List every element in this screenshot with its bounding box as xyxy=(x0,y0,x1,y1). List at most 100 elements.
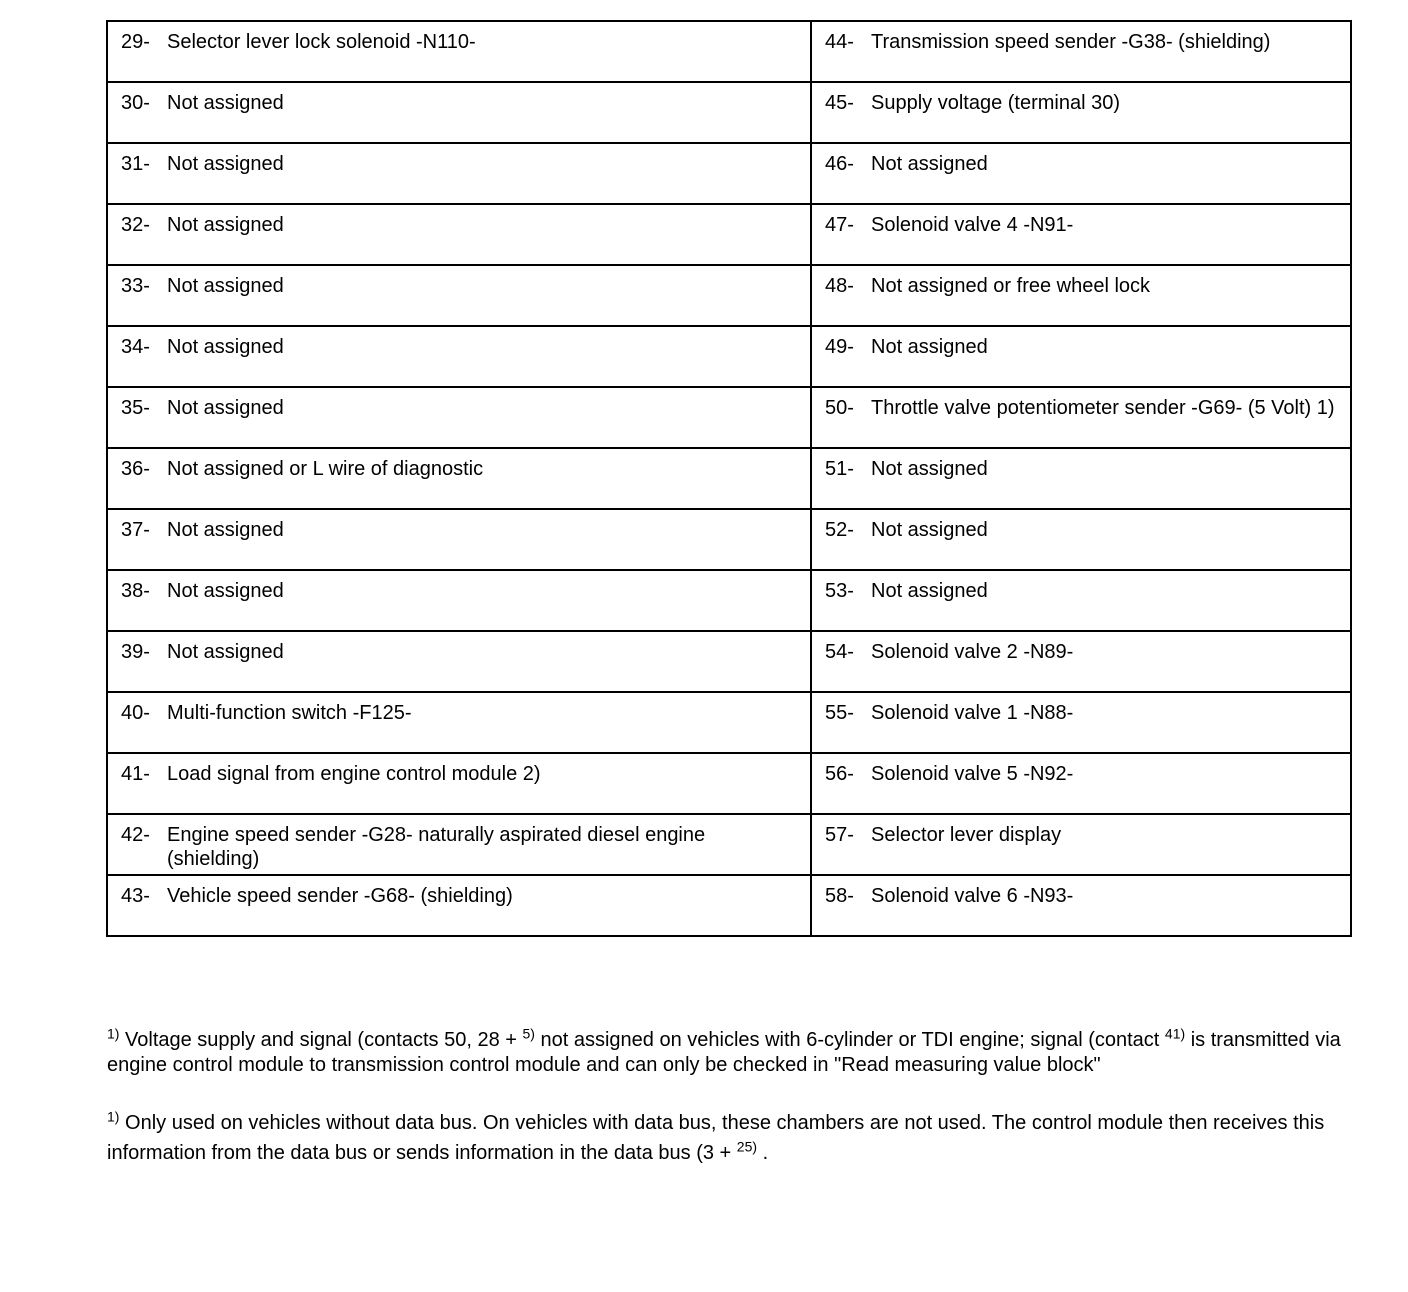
pin-number: 56- xyxy=(825,763,854,785)
pin-description: Not assigned xyxy=(871,458,988,480)
pin-entry: 55- Solenoid valve 1 -N88- xyxy=(825,701,1342,725)
footnote-text: . xyxy=(757,1142,769,1164)
pin-number: 45- xyxy=(825,92,854,114)
pin-entry: 53- Not assigned xyxy=(825,579,1342,603)
pin-number: 51- xyxy=(825,458,854,480)
footnote-mark: 1) xyxy=(107,1025,120,1042)
footnotes: 1) Voltage supply and signal (contacts 5… xyxy=(107,1025,1357,1198)
pin-description: Not assigned xyxy=(167,275,284,297)
pin-entry: 32- Not assigned xyxy=(121,213,802,237)
pin-number: 50- xyxy=(825,397,854,419)
footnote-1: 1) Voltage supply and signal (contacts 5… xyxy=(107,1025,1357,1078)
pin-cell: 30- Not assigned xyxy=(106,81,812,144)
footnote-text: Voltage supply and signal (contacts 50, … xyxy=(119,1029,523,1051)
footnote-mark: 1) xyxy=(107,1108,120,1125)
pin-description: Solenoid valve 4 -N91- xyxy=(871,214,1074,236)
pin-cell: 38- Not assigned xyxy=(106,569,812,632)
pin-number: 55- xyxy=(825,702,854,724)
pin-entry: 46- Not assigned xyxy=(825,152,1342,176)
pin-number: 42- xyxy=(121,824,150,846)
pin-entry: 58- Solenoid valve 6 -N93- xyxy=(825,884,1342,908)
pin-number: 57- xyxy=(825,824,854,846)
pin-description: Engine speed sender -G28- naturally aspi… xyxy=(167,824,706,870)
pin-description: Supply voltage (terminal 30) xyxy=(871,92,1121,114)
table-row: 35- Not assigned 50- Throttle valve potenti… xyxy=(106,386,1352,449)
pin-entry: 42- Engine speed sender -G28- naturally a… xyxy=(121,823,802,871)
pin-number: 29- xyxy=(121,31,150,53)
pin-cell: 34- Not assigned xyxy=(106,325,812,388)
pin-cell: 33- Not assigned xyxy=(106,264,812,327)
pin-cell: 56- Solenoid valve 5 -N92- xyxy=(810,752,1352,815)
pin-description: Not assigned xyxy=(871,153,988,175)
pin-entry: 36- Not assigned or L wire of diagnostic xyxy=(121,457,802,481)
table-row: 43- Vehicle speed sender -G68- (shielding… xyxy=(106,874,1352,937)
footnote-text: Only used on vehicles without data bus. … xyxy=(107,1112,1325,1164)
table-row: 33- Not assigned 48- Not assigned or free w… xyxy=(106,264,1352,327)
pin-cell: 47- Solenoid valve 4 -N91- xyxy=(810,203,1352,266)
pin-cell: 52- Not assigned xyxy=(810,508,1352,571)
pin-cell: 42- Engine speed sender -G28- naturally a… xyxy=(106,813,812,876)
pin-cell: 35- Not assigned xyxy=(106,386,812,449)
pin-number: 30- xyxy=(121,92,150,114)
pin-description: Not assigned xyxy=(167,336,284,358)
pin-number: 33- xyxy=(121,275,150,297)
table-row: 37- Not assigned 52- Not assigned xyxy=(106,508,1352,571)
pin-description: Not assigned xyxy=(871,519,988,541)
footnote-ref: 5) xyxy=(522,1025,535,1042)
pin-number: 53- xyxy=(825,580,854,602)
pin-number: 47- xyxy=(825,214,854,236)
pin-number: 46- xyxy=(825,153,854,175)
pin-description: Transmission speed sender -G38- (shieldi… xyxy=(871,31,1271,53)
pin-entry: 44- Transmission speed sender -G38- (shie… xyxy=(825,30,1342,54)
pin-number: 48- xyxy=(825,275,854,297)
pin-description: Load signal from engine control module 2… xyxy=(167,763,541,785)
pin-number: 38- xyxy=(121,580,150,602)
pin-description: Solenoid valve 6 -N93- xyxy=(871,885,1074,907)
pin-description: Solenoid valve 5 -N92- xyxy=(871,763,1074,785)
table-row: 39- Not assigned 54- Solenoid valve 2 -N89- xyxy=(106,630,1352,693)
pin-number: 41- xyxy=(121,763,150,785)
footnote-ref: 25) xyxy=(736,1138,758,1155)
table-row: 32- Not assigned 47- Solenoid valve 4 -N91- xyxy=(106,203,1352,266)
pin-cell: 50- Throttle valve potentiometer sender -… xyxy=(810,386,1352,449)
pin-number: 49- xyxy=(825,336,854,358)
pin-cell: 32- Not assigned xyxy=(106,203,812,266)
pin-number: 54- xyxy=(825,641,854,663)
pin-cell: 57- Selector lever display xyxy=(810,813,1352,876)
footnote-ref: 41) xyxy=(1164,1025,1186,1042)
pin-entry: 47- Solenoid valve 4 -N91- xyxy=(825,213,1342,237)
table-row: 38- Not assigned 53- Not assigned xyxy=(106,569,1352,632)
pin-cell: 40- Multi-function switch -F125- xyxy=(106,691,812,754)
table-row: 40- Multi-function switch -F125- 55- Soleno… xyxy=(106,691,1352,754)
pin-number: 40- xyxy=(121,702,150,724)
footnote-2: 1) Only used on vehicles without data bu… xyxy=(107,1108,1357,1168)
pin-entry: 48- Not assigned or free wheel lock xyxy=(825,274,1342,298)
pin-description: Multi-function switch -F125- xyxy=(167,702,412,724)
pin-cell: 55- Solenoid valve 1 -N88- xyxy=(810,691,1352,754)
pin-description: Not assigned or free wheel lock xyxy=(871,275,1151,297)
pin-cell: 43- Vehicle speed sender -G68- (shielding… xyxy=(106,874,812,937)
pin-cell: 51- Not assigned xyxy=(810,447,1352,510)
table-row: 34- Not assigned 49- Not assigned xyxy=(106,325,1352,388)
pin-description: Selector lever display xyxy=(871,824,1062,846)
pin-entry: 51- Not assigned xyxy=(825,457,1342,481)
pin-description: Not assigned xyxy=(167,153,284,175)
pin-entry: 52- Not assigned xyxy=(825,518,1342,542)
pin-entry: 31- Not assigned xyxy=(121,152,802,176)
pin-cell: 49- Not assigned xyxy=(810,325,1352,388)
footnote-text: not assigned on vehicles with 6-cylinder… xyxy=(534,1029,1165,1051)
pin-entry: 56- Solenoid valve 5 -N92- xyxy=(825,762,1342,786)
pin-description: Not assigned xyxy=(167,92,284,114)
pin-cell: 45- Supply voltage (terminal 30) xyxy=(810,81,1352,144)
pin-cell: 46- Not assigned xyxy=(810,142,1352,205)
pin-number: 36- xyxy=(121,458,150,480)
pin-description: Solenoid valve 2 -N89- xyxy=(871,641,1074,663)
pin-number: 58- xyxy=(825,885,854,907)
pin-cell: 41- Load signal from engine control modul… xyxy=(106,752,812,815)
pin-number: 39- xyxy=(121,641,150,663)
footnote-text: is transmitted via engine control module… xyxy=(107,1029,1341,1076)
pin-number: 52- xyxy=(825,519,854,541)
pin-entry: 50- Throttle valve potentiometer sender -… xyxy=(825,396,1342,420)
pin-entry: 43- Vehicle speed sender -G68- (shielding… xyxy=(121,884,802,908)
pin-entry: 57- Selector lever display xyxy=(825,823,1342,847)
